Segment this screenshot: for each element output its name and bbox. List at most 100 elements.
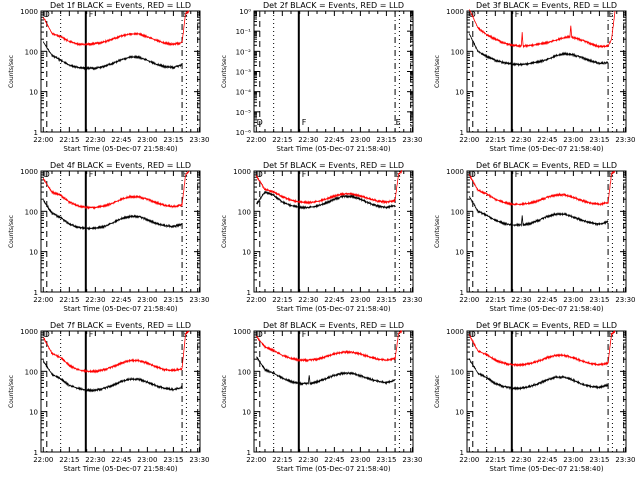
y-tick-label: 100 [451, 48, 464, 56]
plot-frame [253, 10, 414, 133]
x-tick-label: 22:30 [298, 136, 318, 144]
x-tick-label: 23:30 [615, 136, 635, 144]
panel-title: Det 2f BLACK = Events, RED = LLD [263, 1, 404, 10]
panel-title: Det 4f BLACK = Events, RED = LLD [50, 161, 191, 170]
y-tick-label: 1 [247, 289, 251, 297]
lld-series-line [42, 170, 190, 210]
x-axis-label: Start Time (05-Dec-07 21:58:40) [276, 305, 390, 313]
marker-label: F [89, 10, 94, 19]
y-tick-label: 1000 [20, 8, 38, 16]
panel-8f: Det 8f BLACK = Events, RED = LLD 1 10 100 10… [221, 321, 423, 473]
plot-frame [40, 330, 201, 453]
marker-label: D [470, 330, 476, 339]
x-tick-label: 23:00 [350, 136, 370, 144]
y-tick-label: 1000 [446, 8, 464, 16]
x-tick-label: 23:15 [589, 456, 609, 464]
y-axis-label: Counts/sec [434, 55, 441, 88]
y-axis-label: Counts/sec [8, 215, 15, 248]
x-tick-label: 23:00 [350, 456, 370, 464]
x-tick-label: 22:00 [33, 136, 53, 144]
y-tick-label: 1 [34, 449, 38, 457]
x-tick-label: 22:00 [33, 456, 53, 464]
x-tick-label: 22:45 [111, 136, 131, 144]
x-tick-label: 22:15 [485, 456, 505, 464]
x-tick-label: 22:45 [537, 296, 557, 304]
panel-4f: Det 4f BLACK = Events, RED = LLD 1 10 100 10… [8, 161, 210, 313]
y-tick-label: 1 [34, 129, 38, 137]
x-tick-label: 22:30 [85, 296, 105, 304]
marker-label: E [396, 118, 401, 127]
panel-title: Det 8f BLACK = Events, RED = LLD [263, 321, 404, 330]
panel-title: Det 5f BLACK = Events, RED = LLD [263, 161, 404, 170]
marker-label: D [470, 170, 476, 179]
x-tick-label: 22:30 [298, 456, 318, 464]
marker-label: F [515, 170, 520, 179]
plot-frame [40, 170, 201, 293]
x-tick-label: 23:00 [563, 296, 583, 304]
lld-series-line [468, 330, 616, 368]
x-tick-label: 22:45 [111, 456, 131, 464]
x-tick-label: 23:30 [615, 296, 635, 304]
marker-label: D [257, 330, 263, 339]
x-tick-label: 22:30 [85, 456, 105, 464]
y-tick-label: 1 [460, 289, 464, 297]
x-tick-label: 23:30 [189, 136, 209, 144]
y-tick-label: 100 [25, 368, 38, 376]
x-tick-label: 22:15 [485, 136, 505, 144]
lld-series-line [43, 330, 190, 374]
y-tick-label: 10 [29, 409, 38, 417]
y-axis-label: Counts/sec [434, 375, 441, 408]
panel-title: Det 6f BLACK = Events, RED = LLD [476, 161, 617, 170]
y-axis-label: Counts/sec [434, 215, 441, 248]
x-tick-label: 22:45 [111, 296, 131, 304]
y-axis-label: Counts/sec [221, 215, 228, 248]
panel-9f: Det 9f BLACK = Events, RED = LLD 1 10 100 10… [434, 321, 636, 473]
marker-label: F [89, 330, 94, 339]
x-tick-label: 22:00 [246, 136, 266, 144]
lld-series-line [255, 329, 403, 363]
x-tick-label: 22:00 [459, 136, 479, 144]
y-tick-label: 100 [238, 208, 251, 216]
x-axis-label: Start Time (05-Dec-07 21:58:40) [276, 465, 390, 473]
x-tick-label: 23:15 [376, 296, 396, 304]
y-tick-label: 100 [238, 368, 251, 376]
x-tick-label: 22:00 [246, 456, 266, 464]
events-series-line [468, 195, 609, 228]
plot-frame [466, 330, 627, 453]
x-axis-label: Start Time (05-Dec-07 21:58:40) [489, 145, 603, 153]
x-tick-label: 23:30 [402, 296, 422, 304]
y-tick-label: 10⁻¹ [236, 28, 252, 36]
marker-label: F [302, 170, 307, 179]
x-tick-label: 22:15 [485, 296, 505, 304]
x-axis-label: Start Time (05-Dec-07 21:58:40) [63, 145, 177, 153]
marker-label: D [470, 10, 476, 19]
x-tick-label: 22:30 [85, 136, 105, 144]
y-tick-label: 1 [247, 449, 251, 457]
x-tick-label: 22:00 [33, 296, 53, 304]
x-tick-label: 23:30 [189, 296, 209, 304]
events-series-line [256, 191, 396, 210]
x-tick-label: 22:45 [324, 136, 344, 144]
y-tick-label: 1000 [233, 168, 251, 176]
y-tick-label: 10 [455, 89, 464, 97]
y-tick-label: 100 [25, 208, 38, 216]
x-tick-label: 22:00 [459, 456, 479, 464]
x-tick-label: 22:15 [59, 296, 79, 304]
y-tick-label: 1000 [446, 168, 464, 176]
y-tick-label: 10 [242, 249, 251, 257]
y-tick-label: 10 [455, 409, 464, 417]
events-series-line [468, 33, 609, 67]
x-tick-label: 23:30 [402, 136, 422, 144]
y-tick-label: 10⁻² [236, 48, 252, 56]
y-tick-label: 100 [451, 368, 464, 376]
x-axis-label: Start Time (05-Dec-07 21:58:40) [489, 465, 603, 473]
x-tick-label: 23:15 [589, 136, 609, 144]
x-tick-label: 22:00 [459, 296, 479, 304]
x-tick-label: 23:00 [137, 136, 157, 144]
x-tick-label: 22:45 [537, 456, 557, 464]
y-tick-label: 10⁻⁵ [236, 109, 252, 117]
panel-title: Det 1f BLACK = Events, RED = LLD [50, 1, 191, 10]
x-tick-label: 23:00 [563, 456, 583, 464]
x-tick-label: 22:15 [272, 296, 292, 304]
